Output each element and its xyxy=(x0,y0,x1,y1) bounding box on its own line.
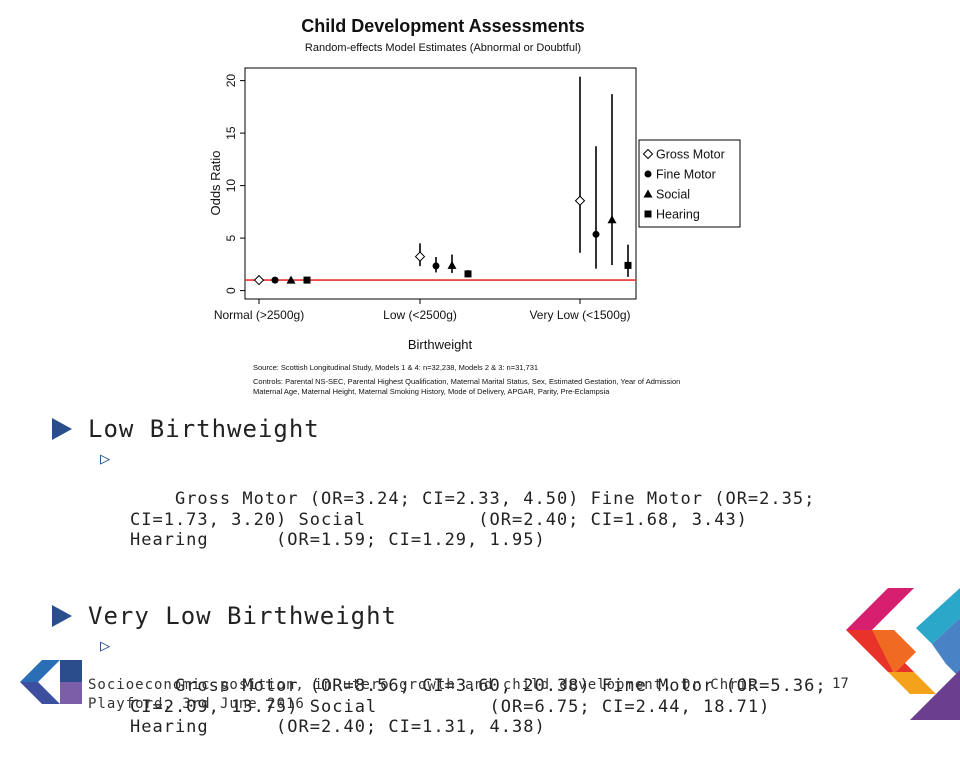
bullet-low-birthweight: Low Birthweight xyxy=(50,414,910,444)
marker-square xyxy=(464,270,472,278)
triangle-right-icon: ▷ xyxy=(100,449,112,469)
marker-circle xyxy=(592,230,600,238)
y-tick-label: 5 xyxy=(224,234,238,241)
chart-subtitle: Random-effects Model Estimates (Abnormal… xyxy=(305,42,581,54)
legend-label: Social xyxy=(656,188,690,202)
marker-diamond xyxy=(574,195,586,206)
marker-diamond xyxy=(414,251,426,262)
arrow-right-icon xyxy=(52,605,72,627)
legend-label: Gross Motor xyxy=(656,148,725,162)
y-tick-label: 20 xyxy=(224,74,238,88)
legend-box xyxy=(638,139,741,228)
marker-triangle xyxy=(286,275,296,284)
y-tick-label: 0 xyxy=(224,287,238,294)
chart-title: Child Development Assessments xyxy=(301,16,584,36)
bullet-low-heading: Low Birthweight xyxy=(88,415,320,443)
legend: Gross Motor Fine Motor Social Hearing xyxy=(638,139,741,228)
marker-triangle xyxy=(643,189,653,198)
source-note: Source: Scottish Longitudinal Study, Mod… xyxy=(253,363,538,372)
page-number: 17 xyxy=(832,676,849,692)
marker-circle xyxy=(644,170,652,178)
y-axis-label: Odds Ratio xyxy=(208,150,223,215)
legend-label: Fine Motor xyxy=(656,168,716,182)
controls-note-1: Controls: Parental NS-SEC, Parental High… xyxy=(253,377,680,386)
arrow-right-icon xyxy=(52,418,72,440)
y-tick-label: 10 xyxy=(224,179,238,193)
marker-circle xyxy=(271,276,279,284)
bullet-very-low-heading: Very Low Birthweight xyxy=(88,602,397,630)
plot-area xyxy=(244,67,637,300)
x-tick-label: Very Low (<1500g) xyxy=(529,308,630,322)
odds-ratio-chart: Child Development Assessments Random-eff… xyxy=(208,16,741,396)
data-marks xyxy=(253,76,632,286)
y-axis: 0 5 10 15 20 xyxy=(224,74,245,294)
marker-triangle xyxy=(447,260,457,269)
x-tick-label: Normal (>2500g) xyxy=(214,308,304,322)
bullet-low-detail: ▷ Gross Motor (OR=3.24; CI=2.33, 4.50) F… xyxy=(50,448,910,571)
logo-left-icon xyxy=(20,660,82,704)
footer-citation: Socioeconomic position, in utero growth … xyxy=(88,677,758,712)
bullet-low-detail-text: Gross Motor (OR=3.24; CI=2.33, 4.50) Fin… xyxy=(130,489,816,550)
logo-right-icon xyxy=(846,588,960,720)
findings-list: Low Birthweight ▷ Gross Motor (OR=3.24; … xyxy=(50,414,910,758)
legend-label: Hearing xyxy=(656,208,700,222)
x-tick-label: Low (<2500g) xyxy=(383,308,457,322)
marker-square xyxy=(624,261,632,269)
marker-circle xyxy=(432,262,440,270)
y-tick-label: 15 xyxy=(224,126,238,140)
marker-triangle xyxy=(607,215,617,224)
marker-diamond xyxy=(642,148,654,160)
x-axis: Normal (>2500g) Low (<2500g) Very Low (<15… xyxy=(214,299,631,322)
controls-note-2: Maternal Age, Maternal Height, Maternal … xyxy=(253,387,610,396)
bullet-very-low-birthweight: Very Low Birthweight xyxy=(50,601,910,631)
marker-diamond xyxy=(253,274,265,286)
marker-square xyxy=(644,210,652,218)
triangle-right-icon: ▷ xyxy=(100,636,112,656)
marker-square xyxy=(303,276,311,284)
x-axis-label: Birthweight xyxy=(408,337,473,352)
